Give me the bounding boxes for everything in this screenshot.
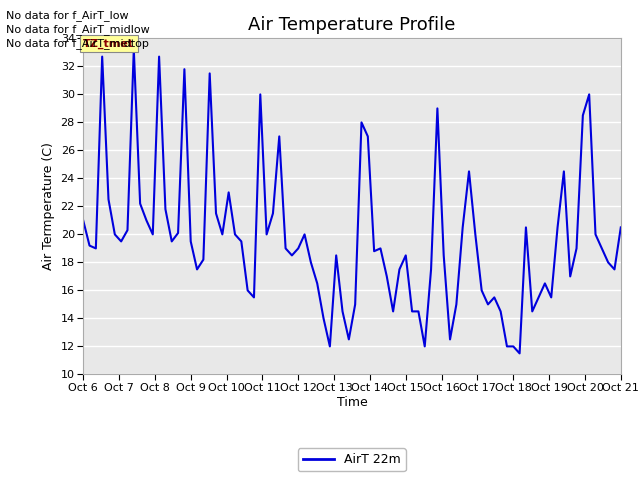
Title: Air Temperature Profile: Air Temperature Profile [248, 16, 456, 34]
Text: No data for f_AirT_low
No data for f_AirT_midlow
No data for f_AirT_midtop: No data for f_AirT_low No data for f_Air… [6, 10, 150, 48]
Y-axis label: Air Termperature (C): Air Termperature (C) [42, 143, 55, 270]
Text: TZ_tmet: TZ_tmet [83, 38, 134, 48]
Legend: AirT 22m: AirT 22m [298, 448, 406, 471]
X-axis label: Time: Time [337, 396, 367, 408]
